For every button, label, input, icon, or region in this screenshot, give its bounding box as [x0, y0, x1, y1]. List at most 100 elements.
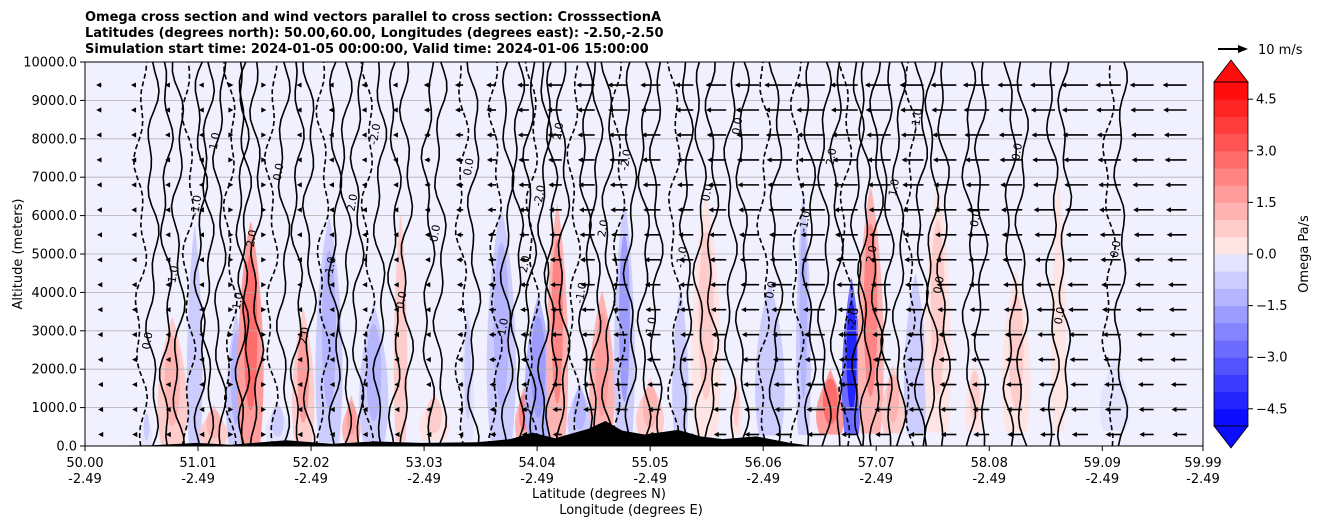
wind-vector-head: [803, 307, 809, 313]
wind-vector-head: [908, 406, 914, 413]
wind-vector-head: [519, 257, 525, 263]
wind-vector-head: [552, 406, 558, 413]
omega-contour-line: [132, 62, 149, 446]
wind-vector-head: [261, 107, 267, 113]
wind-vector-head: [1164, 157, 1170, 163]
wind-vector-head: [228, 207, 234, 213]
wind-vector-head: [1003, 307, 1009, 313]
omega-contour-line: [600, 62, 616, 446]
wind-vector-head: [1040, 431, 1046, 438]
wind-vector-head: [1102, 332, 1108, 338]
wind-vector-head: [612, 307, 618, 313]
wind-vector-head: [552, 431, 558, 438]
wind-vector-head: [867, 182, 873, 188]
wind-vector-head: [767, 182, 773, 188]
omega-contour-line: [901, 62, 917, 446]
omega-contour-line: [838, 62, 854, 446]
omega-contour-line: [222, 62, 238, 446]
wind-vector-head: [1061, 107, 1067, 113]
wind-vector-head: [1162, 82, 1168, 88]
wind-vector-head: [681, 381, 687, 388]
wind-vector-head: [165, 232, 171, 238]
wind-vector-head: [97, 381, 103, 388]
wind-vector-head: [1064, 182, 1070, 188]
wind-vector-head: [487, 182, 493, 188]
omega-contour-line: [181, 62, 197, 446]
wind-vector-head: [165, 406, 171, 413]
wind-vector-head: [1137, 381, 1143, 388]
wind-vector-head: [800, 232, 806, 238]
wind-vector-head: [764, 107, 770, 113]
omega-contour-line: [622, 62, 638, 446]
wind-vector-head: [486, 107, 492, 113]
wind-vector-head: [838, 357, 844, 363]
x-tick-label-longitude: -2.49: [294, 472, 328, 487]
wind-vector-head: [764, 82, 770, 88]
wind-vector-head: [798, 157, 804, 163]
wind-vector-head: [426, 406, 432, 413]
wind-vector-head: [1066, 257, 1072, 263]
wind-vector-head: [517, 132, 523, 138]
wind-vector-head: [608, 132, 614, 138]
wind-vector-head: [872, 332, 878, 338]
wind-vector-head: [392, 107, 398, 113]
wind-vector-head: [868, 207, 874, 213]
wind-vector-head: [228, 232, 234, 238]
x-tick-label-latitude: 55.05: [632, 456, 669, 471]
wind-vector-head: [97, 282, 103, 288]
wind-vector-head: [547, 157, 553, 163]
wind-vector-head: [1095, 82, 1101, 88]
contour-label: -1.0: [674, 245, 691, 268]
wind-vector-head: [676, 157, 682, 163]
y-tick-label: 4000.0: [32, 286, 78, 301]
wind-vector-head: [490, 431, 496, 438]
wind-vector-head: [97, 307, 103, 313]
wind-vector-head: [612, 282, 618, 288]
wind-vector-head: [425, 282, 431, 288]
wind-vector-head: [1167, 257, 1173, 263]
omega-contour-line: [789, 62, 805, 446]
wind-vector-head: [1000, 207, 1006, 213]
wind-vector-head: [736, 157, 742, 163]
omega-contour-line: [891, 62, 907, 446]
omega-contour-line: [327, 62, 343, 446]
wind-vector-head: [642, 182, 648, 188]
wind-vector-head: [1067, 282, 1073, 288]
wind-vector-head: [871, 307, 877, 313]
wind-vector-head: [393, 157, 399, 163]
wind-vector-head: [970, 332, 976, 338]
omega-contour-line: [734, 62, 751, 446]
wind-vector-head: [998, 132, 1004, 138]
wind-vector-head: [521, 406, 527, 413]
wind-vector-head: [583, 406, 589, 413]
omega-contour-line: [193, 62, 209, 446]
wind-vector-head: [165, 307, 171, 313]
contour-label: 2.0: [823, 147, 839, 166]
wind-vector-head: [939, 381, 945, 388]
wind-vector-head: [968, 257, 974, 263]
wind-vector-head: [164, 107, 170, 113]
wind-vector-head: [1166, 232, 1172, 238]
contour-label: 1.0: [165, 264, 181, 283]
wind-vector-head: [199, 381, 205, 388]
wind-vector-head: [713, 431, 719, 438]
wind-vector-head: [804, 357, 810, 363]
wind-vector-head: [1033, 207, 1039, 213]
x-tick-label-latitude: 56.06: [745, 456, 782, 471]
wind-vector-head: [675, 132, 681, 138]
wind-vector-head: [870, 282, 876, 288]
wind-vector-head: [901, 157, 907, 163]
wind-vector-head: [392, 82, 398, 88]
wind-vector-head: [864, 82, 870, 88]
wind-vector-head: [645, 307, 651, 313]
wind-vector-head: [457, 406, 463, 413]
wind-vector-head: [647, 406, 653, 413]
wind-vector-head: [610, 232, 616, 238]
contour-label: 2.0: [595, 219, 611, 238]
wind-vector-head: [1165, 207, 1171, 213]
wind-vector-head: [487, 207, 493, 213]
wind-vector-head: [965, 182, 971, 188]
omega-contour-line: [144, 62, 160, 446]
wind-vector-head: [802, 282, 808, 288]
wind-vector-head: [96, 207, 102, 213]
